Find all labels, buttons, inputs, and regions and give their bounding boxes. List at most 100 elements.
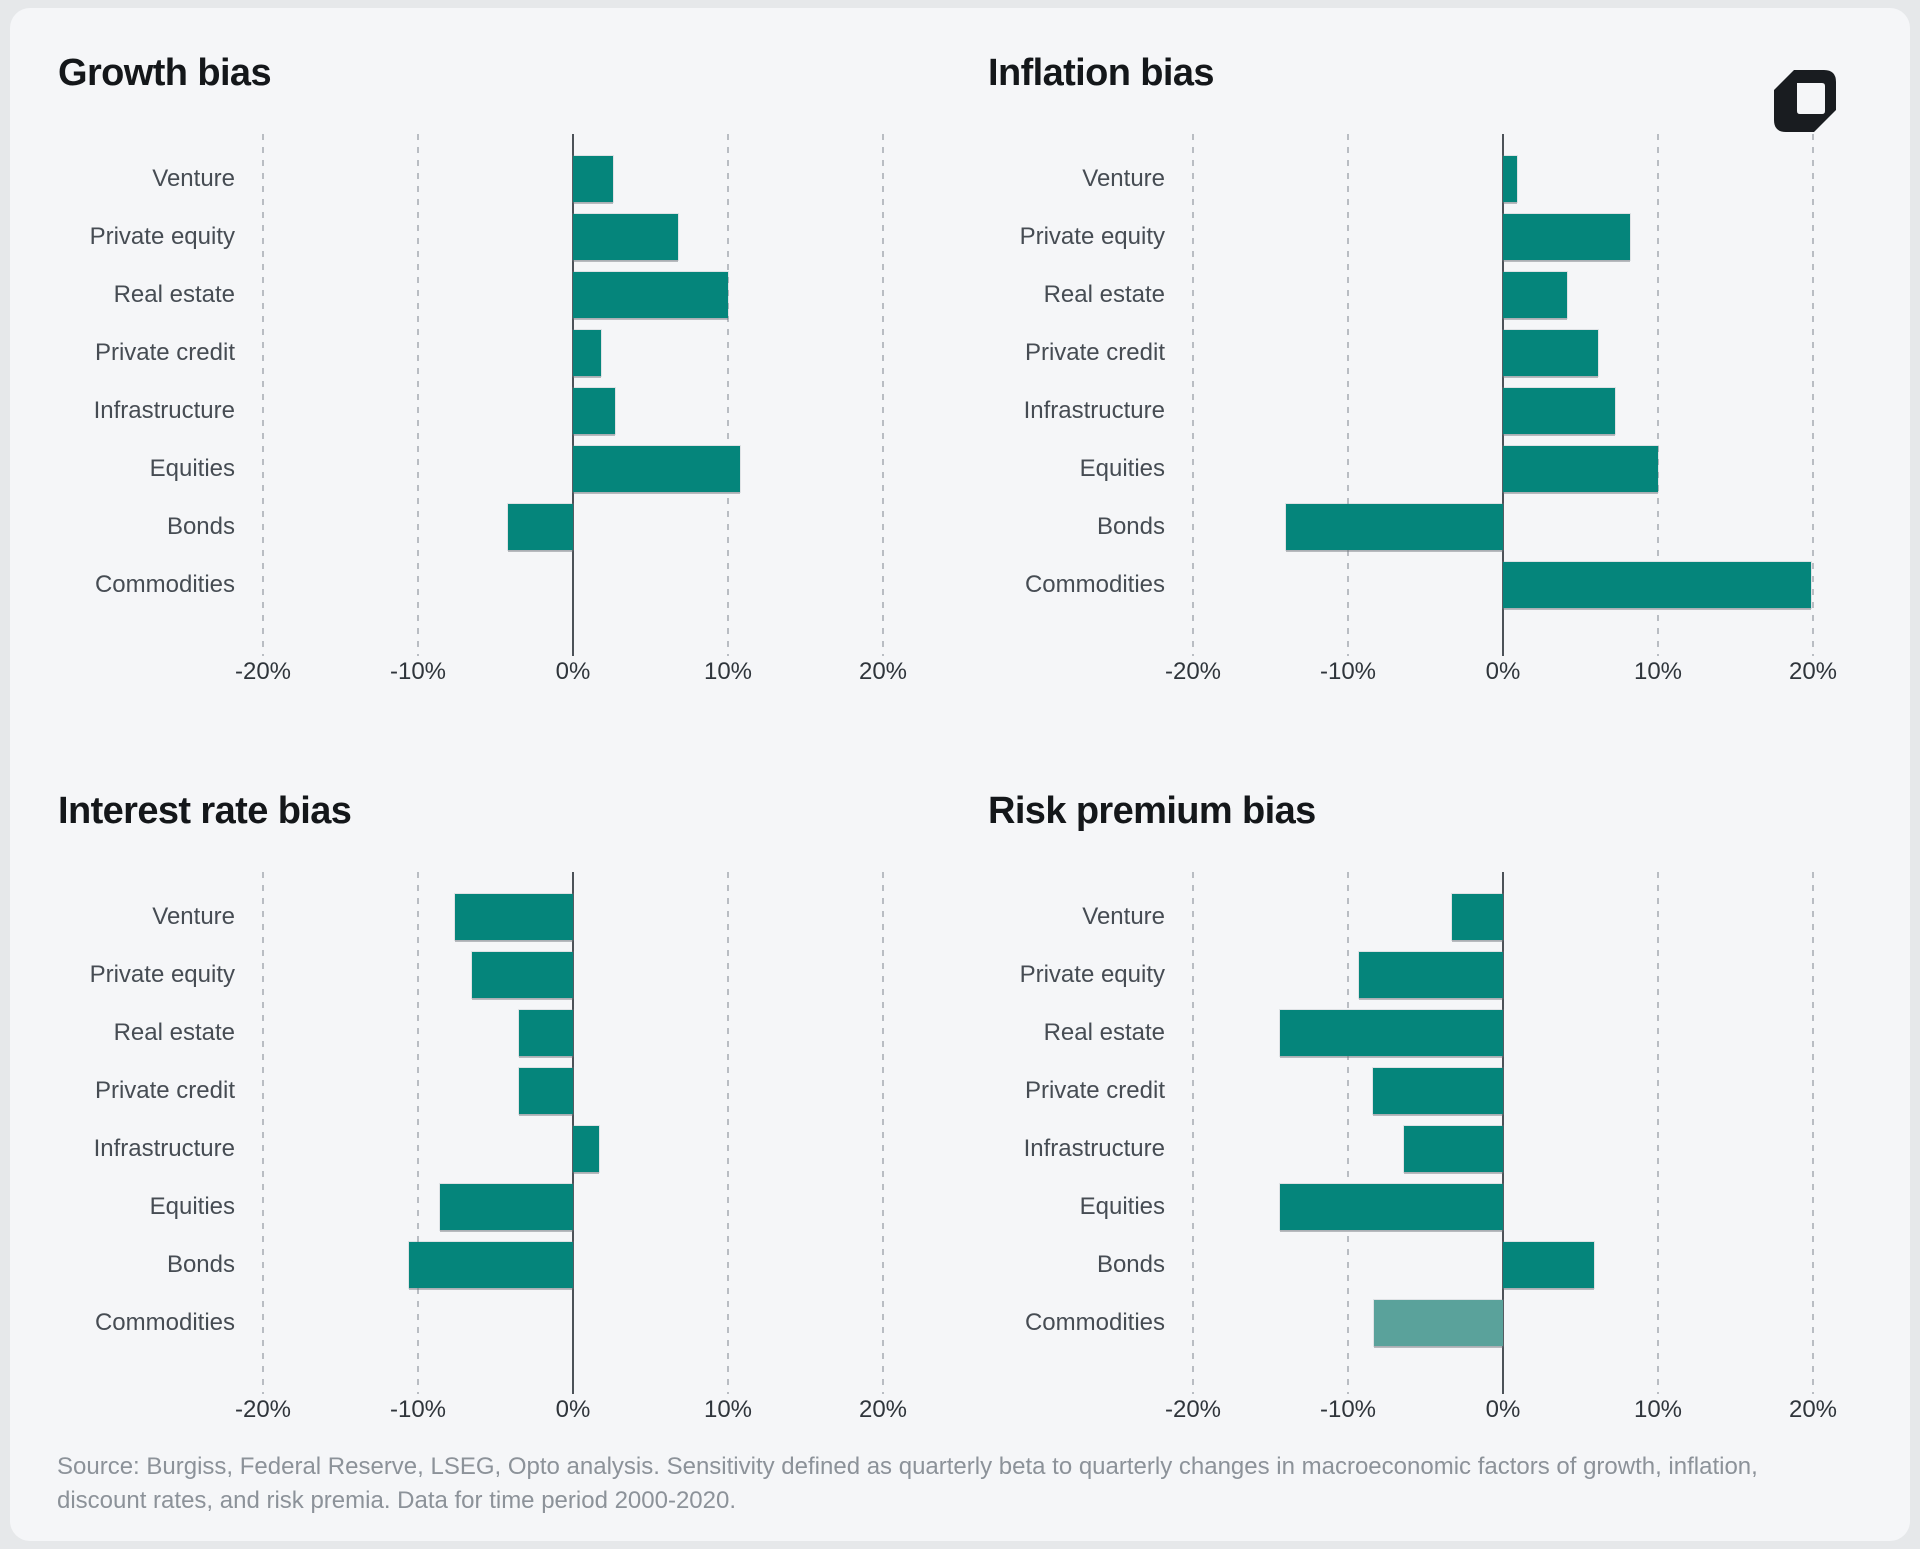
x-tick-10: 10% [1633, 1395, 1683, 1423]
bar-bonds [507, 503, 573, 550]
bar-infrastructure [573, 1125, 600, 1172]
x-tick-0: 0% [1485, 657, 1521, 685]
category-label-venture: Venture [1082, 902, 1165, 930]
x-tick-10: -10% [389, 657, 447, 685]
bar-infrastructure [1403, 1125, 1503, 1172]
x-tick-20: 20% [858, 657, 908, 685]
x-tick-0: 0% [555, 657, 591, 685]
bar-real-estate [1503, 271, 1567, 318]
category-label-real-estate: Real estate [1043, 280, 1165, 308]
chart-risk-premium-bias: Risk premium bias Venture Private equity R… [988, 732, 1910, 1541]
bar-private-equity [472, 951, 573, 998]
bar-private-credit [573, 329, 601, 376]
gridline-10 [1347, 133, 1349, 656]
zero-axis-line [1502, 871, 1504, 1394]
gridline-10 [1347, 871, 1349, 1394]
x-tick-10: -10% [1319, 1395, 1377, 1423]
bar-commodities [1374, 1299, 1503, 1346]
category-label-real-estate: Real estate [1043, 1018, 1165, 1046]
category-label-infrastructure: Infrastructure [93, 1134, 235, 1162]
gridline-10 [1657, 871, 1659, 1394]
gridline-10 [727, 133, 729, 656]
bar-real-estate [1279, 1009, 1503, 1056]
bar-private-credit [1372, 1067, 1503, 1114]
gridline-20 [1812, 133, 1814, 656]
bar-bonds [408, 1241, 573, 1288]
category-label-equities: Equities [149, 1192, 235, 1220]
bar-venture [1503, 155, 1517, 202]
category-label-private-equity: Private equity [1019, 222, 1165, 250]
category-labels: Venture Private equity Real estate Private … [988, 888, 1193, 1352]
plot-area: -20% -10% 0% 10% 20% [235, 133, 907, 685]
x-tick-10: -10% [1319, 657, 1377, 685]
x-tick-10: 10% [1633, 657, 1683, 685]
category-label-private-equity: Private equity [89, 960, 235, 988]
gridline-20 [262, 871, 264, 1394]
category-label-bonds: Bonds [166, 1250, 235, 1278]
page-card: Growth bias Venture Private equity Real es… [10, 8, 1910, 1541]
x-axis: -20% -10% 0% 10% 20% [1165, 657, 1837, 688]
x-tick-20: 20% [858, 1395, 908, 1423]
x-tick-10: 10% [703, 1395, 753, 1423]
x-tick-10: -10% [389, 1395, 447, 1423]
bar-private-equity [1358, 951, 1503, 998]
gridline-20 [262, 133, 264, 656]
bar-equities [573, 445, 741, 492]
bar-bonds [1503, 1241, 1595, 1288]
gridline-20 [882, 871, 884, 1394]
category-label-private-equity: Private equity [1019, 960, 1165, 988]
source-footnote-line2: discount rates, and risk premia. Data fo… [57, 1487, 737, 1514]
x-tick-0: 0% [1485, 1395, 1521, 1423]
chart-growth-bias: Growth bias Venture Private equity Real es… [10, 8, 988, 732]
plot-area: -20% -10% 0% 10% 20% [1165, 871, 1837, 1423]
category-label-bonds: Bonds [1096, 512, 1165, 540]
bar-equities [439, 1183, 573, 1230]
bar-equities [1503, 445, 1658, 492]
opto-logo-icon [1774, 70, 1836, 132]
chart-title: Interest rate bias [58, 790, 352, 832]
bar-private-equity [573, 213, 679, 260]
source-footnote: Source: Burgiss, Federal Reserve, LSEG, … [57, 1450, 1857, 1518]
chart-title: Inflation bias [988, 52, 1215, 94]
x-axis: -20% -10% 0% 10% 20% [235, 1395, 907, 1426]
category-label-bonds: Bonds [166, 512, 235, 540]
gridline-10 [417, 871, 419, 1394]
x-tick-0: 0% [555, 1395, 591, 1423]
chart-body: Venture Private equity Real estate Private … [58, 871, 988, 1423]
category-label-infrastructure: Infrastructure [1023, 1134, 1165, 1162]
category-labels: Venture Private equity Real estate Private … [58, 888, 263, 1352]
bar-bonds [1286, 503, 1503, 550]
chart-title: Risk premium bias [988, 790, 1316, 832]
x-tick-20: 20% [1788, 657, 1838, 685]
source-footnote-line1: Source: Burgiss, Federal Reserve, LSEG, … [57, 1453, 1758, 1480]
bar-equities [1279, 1183, 1503, 1230]
x-tick-20: -20% [1164, 657, 1222, 685]
x-tick-10: 10% [703, 657, 753, 685]
chart-title: Growth bias [58, 52, 272, 94]
category-label-real-estate: Real estate [113, 280, 235, 308]
category-label-private-credit: Private credit [1024, 338, 1165, 366]
chart-body: Venture Private equity Real estate Private … [988, 133, 1910, 685]
bar-infrastructure [1503, 387, 1615, 434]
gridline-20 [882, 133, 884, 656]
gridline-20 [1192, 871, 1194, 1394]
category-label-venture: Venture [152, 902, 235, 930]
category-label-real-estate: Real estate [113, 1018, 235, 1046]
bar-venture [1451, 893, 1503, 940]
gridline-20 [1192, 133, 1194, 656]
category-label-bonds: Bonds [1096, 1250, 1165, 1278]
plot-area: -20% -10% 0% 10% 20% [235, 871, 907, 1423]
gridline-20 [1812, 871, 1814, 1394]
x-tick-20: -20% [234, 1395, 292, 1423]
bar-private-credit [1503, 329, 1598, 376]
category-labels: Venture Private equity Real estate Private … [988, 150, 1193, 614]
x-tick-20: -20% [1164, 1395, 1222, 1423]
bar-infrastructure [573, 387, 615, 434]
chart-body: Venture Private equity Real estate Private … [58, 133, 988, 685]
category-labels: Venture Private equity Real estate Private … [58, 150, 263, 614]
category-label-equities: Equities [149, 454, 235, 482]
category-label-private-credit: Private credit [1024, 1076, 1165, 1104]
x-axis: -20% -10% 0% 10% 20% [235, 657, 907, 688]
bar-private-equity [1503, 213, 1631, 260]
bar-commodities [1503, 561, 1812, 608]
